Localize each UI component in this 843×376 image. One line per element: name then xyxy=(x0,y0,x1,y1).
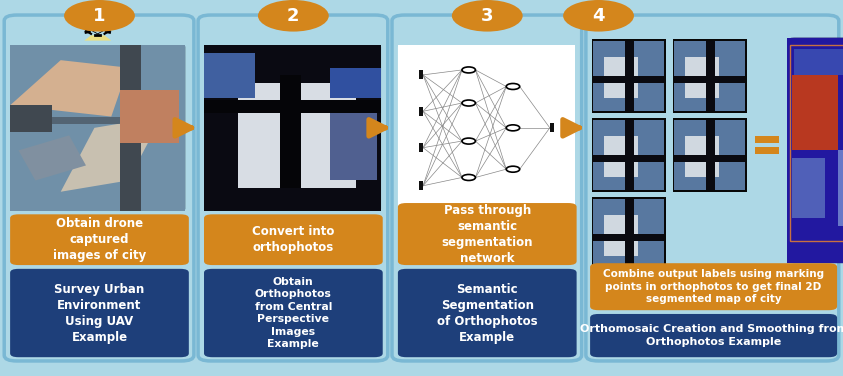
Bar xyxy=(550,123,554,132)
Circle shape xyxy=(507,125,519,131)
Bar xyxy=(673,39,747,113)
Bar xyxy=(204,53,255,98)
Bar xyxy=(674,155,745,162)
Text: Orthomosaic Creation and Smoothing from
Orthophotos Example: Orthomosaic Creation and Smoothing from … xyxy=(579,324,843,347)
Circle shape xyxy=(462,67,475,73)
FancyBboxPatch shape xyxy=(586,15,839,361)
Bar xyxy=(10,117,179,124)
Bar xyxy=(593,41,664,111)
Bar xyxy=(685,58,719,98)
Circle shape xyxy=(462,100,475,106)
FancyBboxPatch shape xyxy=(398,269,577,357)
Polygon shape xyxy=(84,35,111,41)
FancyBboxPatch shape xyxy=(198,15,388,361)
Circle shape xyxy=(507,166,519,172)
Bar xyxy=(280,75,301,188)
FancyBboxPatch shape xyxy=(10,45,185,211)
Bar xyxy=(204,100,381,113)
Bar xyxy=(792,158,825,218)
Bar xyxy=(238,83,356,188)
Bar xyxy=(787,38,843,263)
Bar xyxy=(706,41,715,111)
Bar xyxy=(790,45,843,241)
FancyBboxPatch shape xyxy=(398,203,577,265)
Bar xyxy=(204,45,381,211)
FancyBboxPatch shape xyxy=(204,214,383,265)
Bar xyxy=(330,113,377,180)
Text: Obtain drone
captured
images of city: Obtain drone captured images of city xyxy=(53,217,146,262)
Bar xyxy=(604,58,638,98)
FancyBboxPatch shape xyxy=(204,269,383,357)
FancyBboxPatch shape xyxy=(10,214,189,265)
Circle shape xyxy=(258,0,329,32)
Polygon shape xyxy=(19,135,86,180)
Circle shape xyxy=(64,0,135,32)
Bar xyxy=(419,143,423,152)
Bar xyxy=(604,136,638,177)
Text: Convert into
orthophotos: Convert into orthophotos xyxy=(252,225,335,254)
Bar xyxy=(120,45,141,211)
Polygon shape xyxy=(10,60,128,117)
Bar xyxy=(673,118,747,192)
Circle shape xyxy=(462,174,475,180)
Text: 2: 2 xyxy=(287,7,299,25)
Bar xyxy=(593,76,664,83)
Bar xyxy=(10,105,52,132)
Bar xyxy=(674,76,745,83)
FancyBboxPatch shape xyxy=(392,15,582,361)
Text: Pass through
semantic
segmentation
network: Pass through semantic segmentation netwo… xyxy=(442,203,533,265)
Text: 1: 1 xyxy=(94,7,105,25)
Bar xyxy=(604,215,638,256)
Text: Semantic
Segmentation
of Orthophotos
Example: Semantic Segmentation of Orthophotos Exa… xyxy=(437,282,538,344)
Bar xyxy=(794,49,843,75)
Bar xyxy=(330,68,381,98)
Bar xyxy=(592,118,666,192)
Bar xyxy=(593,234,664,241)
Text: Obtain
Orthophotos
from Central
Perspective
Images
Example: Obtain Orthophotos from Central Perspect… xyxy=(255,277,332,349)
Bar xyxy=(792,75,838,150)
Bar xyxy=(419,70,423,79)
FancyBboxPatch shape xyxy=(590,314,837,357)
FancyBboxPatch shape xyxy=(590,263,837,310)
Text: ✦: ✦ xyxy=(93,22,103,35)
Bar xyxy=(593,155,664,162)
Bar xyxy=(593,199,664,269)
Circle shape xyxy=(462,138,475,144)
Polygon shape xyxy=(61,117,162,192)
Bar xyxy=(674,41,745,111)
Bar xyxy=(626,120,634,190)
Bar xyxy=(10,45,185,211)
FancyBboxPatch shape xyxy=(787,38,843,263)
Bar xyxy=(419,107,423,116)
Circle shape xyxy=(452,0,523,32)
Bar xyxy=(755,147,779,154)
Text: Survey Urban
Environment
Using UAV
Example: Survey Urban Environment Using UAV Examp… xyxy=(54,282,145,344)
Bar xyxy=(593,120,664,190)
Bar xyxy=(592,197,666,271)
FancyBboxPatch shape xyxy=(4,15,194,361)
Bar xyxy=(120,90,179,143)
FancyBboxPatch shape xyxy=(204,45,381,211)
Text: Combine output labels using marking
points in orthophotos to get final 2D
segmen: Combine output labels using marking poin… xyxy=(603,269,824,304)
Text: ⬡: ⬡ xyxy=(91,21,105,36)
Bar xyxy=(685,136,719,177)
Bar xyxy=(706,120,715,190)
Bar xyxy=(626,199,634,269)
Bar xyxy=(398,45,575,211)
Bar xyxy=(419,181,423,190)
Bar xyxy=(626,41,634,111)
Text: 3: 3 xyxy=(481,7,493,25)
Bar xyxy=(755,136,779,143)
Text: 4: 4 xyxy=(593,7,604,25)
FancyBboxPatch shape xyxy=(10,269,189,357)
FancyBboxPatch shape xyxy=(398,45,575,211)
Bar xyxy=(838,150,843,226)
Bar xyxy=(674,120,745,190)
Bar xyxy=(592,39,666,113)
Circle shape xyxy=(563,0,634,32)
Circle shape xyxy=(507,83,519,89)
